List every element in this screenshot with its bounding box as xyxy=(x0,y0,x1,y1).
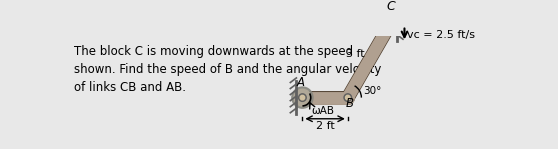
Circle shape xyxy=(387,23,392,28)
Text: B: B xyxy=(345,97,353,110)
Circle shape xyxy=(292,87,313,108)
Circle shape xyxy=(379,16,399,35)
Circle shape xyxy=(300,95,305,100)
Text: A: A xyxy=(296,76,304,89)
Text: vc = 2.5 ft/s: vc = 2.5 ft/s xyxy=(407,30,475,40)
Text: 2 ft: 2 ft xyxy=(316,121,334,131)
Text: ωAB: ωAB xyxy=(311,106,334,116)
Text: The block C is moving downwards at the speed
shown. Find the speed of B and the : The block C is moving downwards at the s… xyxy=(74,45,382,94)
Text: 3 ft: 3 ft xyxy=(345,49,364,59)
Circle shape xyxy=(386,22,393,29)
Circle shape xyxy=(294,89,311,106)
FancyBboxPatch shape xyxy=(383,20,396,31)
Circle shape xyxy=(382,18,397,33)
Circle shape xyxy=(299,94,306,101)
Circle shape xyxy=(344,94,352,101)
Circle shape xyxy=(345,95,350,100)
Text: 30°: 30° xyxy=(363,86,381,96)
Text: C: C xyxy=(387,0,395,14)
